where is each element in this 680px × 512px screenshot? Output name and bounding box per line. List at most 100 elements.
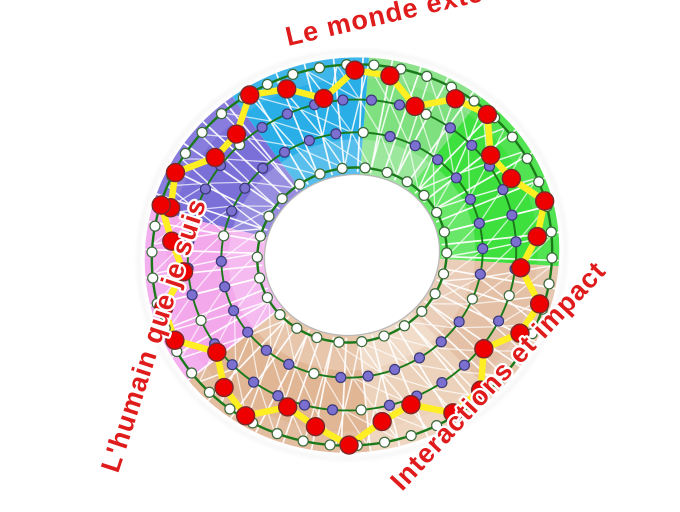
boundary-node (378, 436, 391, 448)
mesh-link (350, 99, 361, 133)
mesh-link (285, 319, 297, 368)
boundary-node (506, 131, 518, 143)
secondary-node (278, 146, 291, 158)
radial-spoke (224, 101, 299, 192)
secondary-node (281, 108, 293, 120)
secondary-node (464, 193, 476, 205)
mesh-link (269, 161, 296, 189)
secondary-node (283, 358, 295, 370)
mesh-link (379, 102, 391, 135)
primary-node (372, 411, 392, 432)
boundary-node (287, 68, 299, 81)
boundary-node (218, 230, 230, 242)
primary-node (345, 60, 365, 80)
boundary-node (416, 305, 428, 318)
mesh-link (373, 373, 383, 409)
mesh-link (224, 277, 260, 288)
mesh-link (196, 205, 235, 211)
boundary-node (203, 386, 216, 398)
boundary-node (159, 322, 171, 334)
primary-node (305, 416, 326, 437)
boundary-node (356, 335, 368, 348)
primary-node (313, 88, 334, 109)
mesh-link (234, 300, 270, 314)
primary-node (445, 89, 466, 109)
primary-node (214, 377, 234, 398)
primary-node (339, 435, 359, 455)
radial-spoke (158, 287, 269, 333)
boundary-node (438, 226, 450, 238)
mesh-link (222, 112, 273, 123)
mesh-link (385, 334, 410, 364)
mesh-link (432, 124, 446, 157)
mesh-link (299, 108, 324, 137)
primary-node (470, 380, 491, 400)
mesh-link (469, 299, 508, 305)
mesh-link (417, 156, 434, 191)
secondary-node (199, 183, 212, 195)
secondary-node (272, 390, 284, 402)
primary-node (401, 394, 421, 415)
mesh-link (187, 258, 222, 268)
secondary-node (384, 130, 396, 143)
boundary-node (263, 210, 275, 222)
mesh-link (454, 326, 496, 329)
mesh-link (270, 353, 287, 400)
mesh-link (187, 231, 225, 268)
sector-violet (151, 96, 303, 238)
mesh-link (198, 367, 237, 383)
mesh-link (482, 242, 517, 252)
mesh-link (408, 321, 435, 349)
sector-tan (189, 307, 372, 453)
primary-node (477, 104, 498, 125)
radial-spoke (383, 330, 429, 438)
mesh-link (407, 142, 419, 191)
primary-node (226, 124, 247, 144)
secondary-node (444, 122, 457, 134)
secondary-node (435, 336, 447, 348)
mesh-link (247, 137, 295, 148)
mesh-link (359, 99, 382, 135)
boundary-node (441, 247, 453, 259)
radial-spoke (424, 300, 521, 368)
primary-node (480, 145, 501, 165)
radial-spoke (414, 108, 497, 194)
mesh-link (395, 142, 409, 177)
boundary-node (215, 108, 228, 120)
secondary-node (303, 134, 315, 147)
secondary-node (506, 209, 518, 221)
mesh-link (409, 321, 455, 329)
mesh-link (258, 353, 272, 386)
mesh-link (328, 101, 353, 133)
secondary-node (189, 208, 201, 220)
boundary-node (543, 278, 555, 290)
mesh-link (469, 303, 496, 328)
boundary-node (496, 371, 508, 384)
mesh-link (284, 367, 297, 400)
boundary-node (503, 290, 515, 302)
mesh-link (359, 341, 383, 374)
mesh-link (322, 341, 334, 376)
inner-hole (263, 173, 441, 337)
boundary-node (521, 152, 533, 165)
mesh-link (446, 249, 483, 258)
boundary-node (336, 162, 348, 175)
mesh-link (224, 227, 263, 233)
boundary-node (308, 367, 320, 380)
boundary-node (251, 251, 263, 263)
secondary-node (215, 255, 227, 268)
mesh-link (151, 237, 190, 275)
radial-spoke (436, 278, 548, 317)
mesh-links (151, 64, 553, 446)
secondary-node (450, 172, 462, 184)
boundary-node (405, 429, 417, 442)
mesh-link (233, 277, 261, 313)
mesh-link (374, 407, 429, 431)
boundary-node (311, 331, 323, 344)
boundary-node (261, 291, 273, 304)
boundary-node (254, 230, 267, 242)
boundary-node (381, 166, 393, 179)
mesh-link (468, 163, 489, 198)
mesh-link (469, 187, 503, 199)
secondary-node (226, 205, 238, 217)
